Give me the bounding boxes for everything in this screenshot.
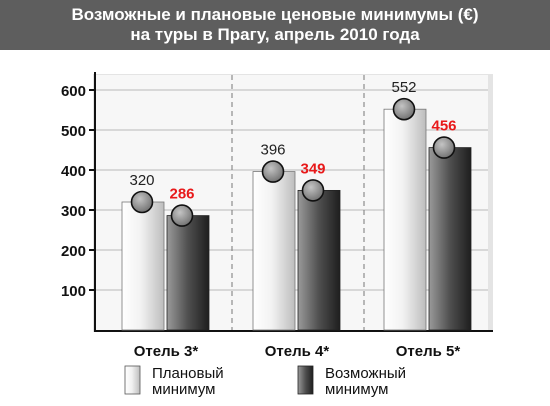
possible-bar (297, 189, 341, 331)
possible-bar (166, 215, 210, 331)
y-tick-label: 100 (61, 283, 86, 300)
group-separators (231, 75, 365, 330)
possible-marker (170, 204, 194, 227)
bar-chart: 100 200 300 400 500 600 320 286 396 349 552 456 От… (61, 72, 493, 398)
y-axis-ticks: 100 200 300 400 500 600 (61, 83, 95, 300)
x-category-label: Отель 3* (134, 343, 199, 360)
legend-possible-swatch (297, 365, 314, 395)
planned-value-label: 396 (260, 142, 285, 159)
planned-value-label: 320 (129, 172, 154, 189)
possible-value-label: 349 (300, 160, 325, 177)
planned-marker (392, 97, 416, 121)
planned-marker (130, 190, 154, 214)
possible-value-label: 456 (431, 118, 456, 135)
planned-bar (383, 108, 427, 331)
chart-header: Возможные и плановые ценовые минимумы (€… (0, 0, 550, 50)
x-category-label: Отель 4* (265, 343, 330, 360)
possible-marker (432, 136, 456, 159)
planned-marker (261, 160, 285, 183)
legend-possible-label-line-2: минимум (325, 381, 388, 398)
possible-value-label: 286 (169, 186, 194, 203)
y-tick-label: 300 (61, 203, 86, 220)
y-tick-label: 200 (61, 243, 86, 260)
x-axis-labels: Отель 3* Отель 4* Отель 5* (134, 343, 461, 360)
y-tick-label: 400 (61, 163, 86, 180)
y-tick-label: 500 (61, 123, 86, 140)
x-category-label: Отель 5* (396, 343, 461, 360)
legend-planned-label-line-2: минимум (152, 381, 215, 398)
planned-value-label: 552 (391, 79, 416, 96)
possible-bar (428, 147, 472, 331)
value-labels-group: 320 286 396 349 552 456 (129, 79, 456, 202)
chart-title-line-2: на туры в Прагу, апрель 2010 года (130, 25, 420, 44)
legend-planned-label-line-1: Плановый (152, 365, 224, 382)
planned-bar (121, 201, 165, 331)
markers-group (130, 97, 456, 227)
legend: Плановый минимум Возможный минимум (124, 365, 406, 398)
bars-group (121, 108, 472, 331)
planned-bar (252, 171, 296, 331)
legend-planned-swatch (124, 365, 141, 395)
chart-title-line-1: Возможные и плановые ценовые минимумы (€… (71, 5, 479, 24)
possible-marker (301, 179, 325, 202)
y-tick-label: 600 (61, 83, 86, 100)
legend-possible-label-line-1: Возможный (325, 365, 406, 382)
